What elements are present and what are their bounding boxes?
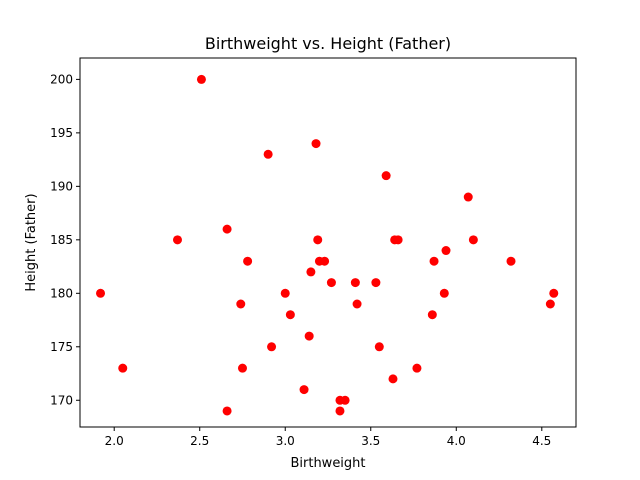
data-point: [381, 171, 391, 181]
x-tick-label: 2.0: [105, 434, 124, 448]
plot-area-frame: [79, 57, 577, 428]
x-tick-label: 4.5: [532, 434, 551, 448]
y-axis-label: Height (Father): [24, 193, 39, 291]
data-point: [118, 363, 128, 373]
data-point: [350, 278, 360, 288]
y-tick-label: 190: [50, 179, 73, 193]
y-tick-label: 185: [50, 233, 73, 247]
y-axis-ticks: 170 175 180 185 190 195 200: [50, 72, 80, 407]
data-point: [371, 278, 381, 288]
data-point: [236, 299, 246, 309]
plot-points: [96, 74, 559, 416]
data-point: [320, 256, 330, 266]
data-point: [545, 299, 555, 309]
y-tick-label: 195: [50, 126, 73, 140]
x-axis-ticks: 2.0 2.5 3.0 3.5 4.0 4.5: [105, 427, 551, 448]
data-point: [468, 235, 478, 245]
data-point: [340, 395, 350, 405]
data-point: [429, 256, 439, 266]
data-point: [439, 288, 449, 298]
data-point: [299, 385, 309, 395]
y-tick-label: 180: [50, 286, 73, 300]
data-point: [243, 256, 253, 266]
data-point: [285, 310, 295, 320]
data-point: [388, 374, 398, 384]
data-point: [96, 288, 106, 298]
data-point: [313, 235, 323, 245]
data-point: [304, 331, 314, 341]
x-tick-label: 3.0: [276, 434, 295, 448]
data-point: [196, 74, 206, 84]
x-tick-label: 2.5: [190, 434, 209, 448]
data-point: [393, 235, 403, 245]
data-point: [441, 246, 451, 256]
x-tick-label: 4.0: [447, 434, 466, 448]
data-point: [506, 256, 516, 266]
x-axis-label: Birthweight: [290, 456, 365, 471]
data-point: [412, 363, 422, 373]
data-point: [222, 406, 232, 416]
data-point: [352, 299, 362, 309]
data-point: [463, 192, 473, 202]
data-point: [280, 288, 290, 298]
data-point: [263, 149, 273, 159]
y-tick-label: 170: [50, 393, 73, 407]
data-point: [306, 267, 316, 277]
data-point: [311, 139, 321, 149]
data-point: [374, 342, 384, 352]
data-point: [237, 363, 247, 373]
x-tick-label: 3.5: [361, 434, 380, 448]
chart-title: Birthweight vs. Height (Father): [205, 34, 451, 53]
y-tick-label: 175: [50, 340, 73, 354]
data-point: [549, 288, 559, 298]
data-point: [427, 310, 437, 320]
y-tick-label: 200: [50, 72, 73, 86]
data-point: [267, 342, 277, 352]
data-point: [172, 235, 182, 245]
data-point: [222, 224, 232, 234]
data-point: [335, 406, 345, 416]
data-point: [326, 278, 336, 288]
